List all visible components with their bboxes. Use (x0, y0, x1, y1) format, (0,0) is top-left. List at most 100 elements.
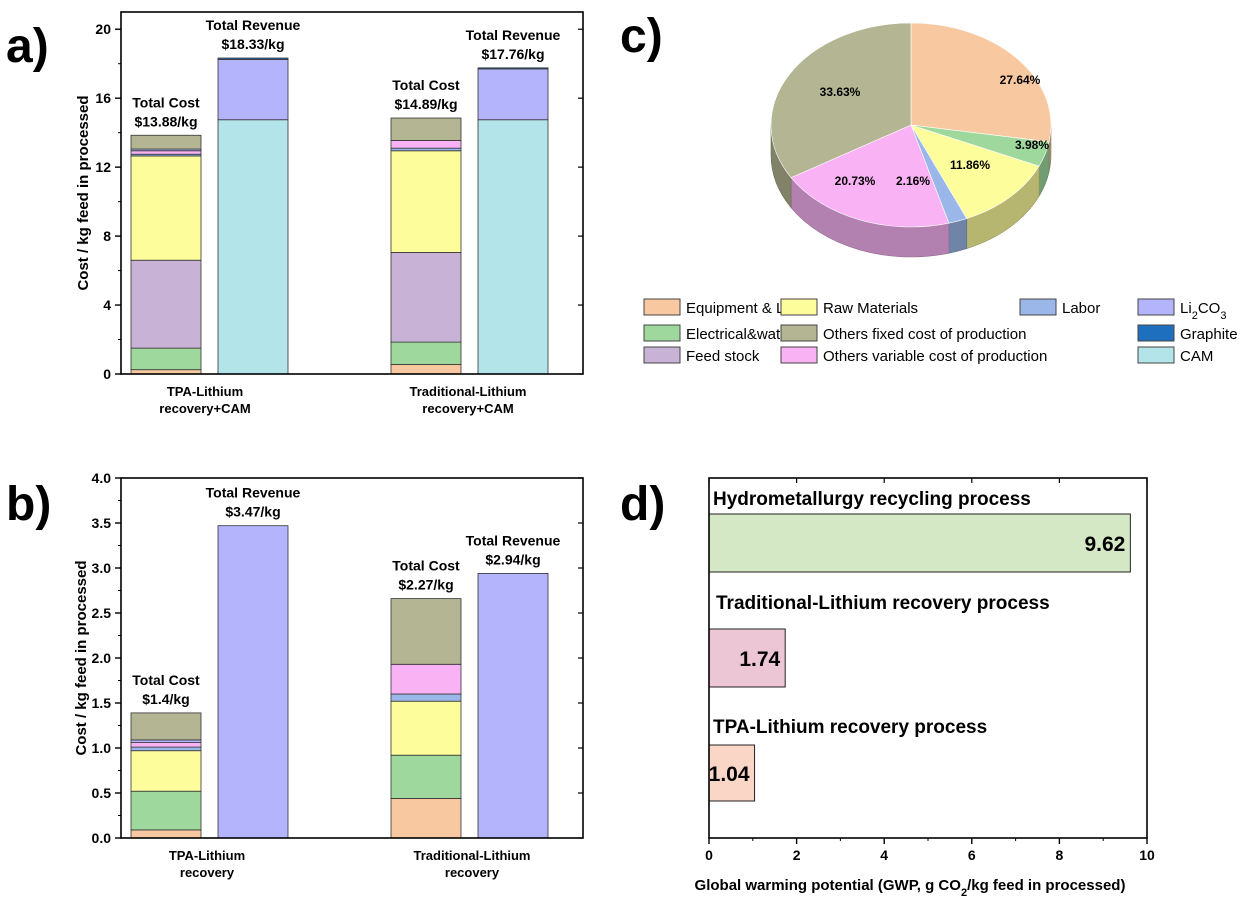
pie-slice-equipment (910, 22, 1052, 143)
bar-segment-equipment (390, 798, 462, 839)
y-tick-label: 1.5 (92, 695, 112, 711)
panel-label-c: c) (620, 10, 663, 63)
hbar-value-label: 9.62 (1084, 533, 1125, 556)
category-label: recovery (180, 865, 235, 880)
bar-segment-electrical (390, 754, 462, 799)
category-label: TPA-Lithium (169, 848, 245, 863)
bar-segment-li2co3 (217, 59, 289, 121)
bar-segment-raw (130, 155, 202, 261)
legend-label-cam: CAM (1180, 348, 1213, 365)
legend-label-graphite: Graphite (1180, 326, 1238, 343)
panel-label-b: b) (6, 478, 51, 531)
category-label: recovery+CAM (159, 401, 250, 416)
pie-slice-label: 33.63% (820, 85, 861, 99)
x-tick-label: 6 (968, 847, 976, 863)
bar-annotation-title: Total Revenue (466, 532, 561, 548)
chart-b-stacked-bars: Total Cost $1.4/kg Total Revenue $3.47/kg To… (73, 470, 584, 880)
bar-annotation-title: Total Cost (392, 558, 460, 574)
legend-swatch-cam (1137, 346, 1175, 364)
legend-swatch-graphite (1137, 324, 1175, 342)
chart-a-stacked-bars: Total Cost $13.88/kg Total Revenue $18.33/k… (75, 11, 584, 416)
bar-annotation-value: $2.27/kg (398, 577, 453, 593)
bar-segment-other_var (390, 663, 462, 695)
bar-segment-electrical (130, 347, 202, 371)
bar-segment-labor (390, 693, 462, 702)
bar-segment-raw (130, 750, 202, 792)
pie-side-labor (948, 218, 968, 254)
bar-segment-equipment (130, 829, 202, 839)
panel-label-a: a) (6, 20, 49, 73)
bar-annotation-value: $17.76/kg (481, 46, 544, 62)
y-tick-label: 2.0 (92, 650, 112, 666)
hbar-value-label: 1.04 (709, 763, 750, 786)
bar-segment-other_var (130, 150, 202, 155)
hbar-label: TPA-Lithium recovery process (713, 717, 987, 738)
y-tick-label: 2.5 (92, 605, 112, 621)
legend-swatch-feedstock (643, 346, 681, 364)
bar-segment-other_var (130, 742, 202, 748)
bar-segment-li2co3 (217, 525, 289, 839)
bar-segment-raw (390, 700, 462, 756)
x-tick-label: 10 (1139, 847, 1155, 863)
legend-swatch-electrical (643, 324, 681, 342)
bar-segment-feedstock (130, 259, 202, 349)
x-tick-label: 4 (880, 847, 888, 863)
pie-slice-label: 27.64% (1000, 73, 1041, 87)
bar-segment-electrical (390, 341, 462, 365)
category-label: recovery (445, 865, 500, 880)
legend-label-labor: Labor (1062, 300, 1100, 317)
legend-label-electrical: Electrical&water (686, 326, 794, 343)
bar-segment-other_fixed (390, 117, 462, 141)
bar-segment-li2co3 (477, 573, 549, 839)
bar-segment-li2co3 (477, 68, 549, 121)
bar-annotation-value: $1.4/kg (142, 691, 189, 707)
bar-segment-cam (217, 119, 289, 375)
y-tick-label: 4 (103, 297, 111, 313)
chart-c-pie: 27.64% 3.98% 11.86% 2.16% 20.73% 33.63% (770, 22, 1052, 258)
x-tick-label: 0 (705, 847, 713, 863)
y-tick-label: 4.0 (92, 470, 112, 486)
bar-segment-li2co3 (130, 739, 202, 744)
bar-segment-graphite (217, 57, 289, 60)
bar-annotation-title: Total Cost (392, 77, 460, 93)
bar-annotation-value: $13.88/kg (134, 113, 197, 129)
bar-annotation-title: Total Revenue (206, 485, 301, 501)
legend-label-feedstock: Feed stock (686, 348, 760, 365)
bar-segment-feedstock (390, 252, 462, 343)
legend: Equipment & Land Raw Materials Labor Li2CO3… (643, 298, 1238, 365)
bar-annotation-title: Total Revenue (466, 27, 561, 43)
bar-segment-raw (390, 150, 462, 253)
x-tick-label: 8 (1056, 847, 1064, 863)
bar-segment-labor (130, 746, 202, 752)
hbar-label: Traditional-Lithium recovery process (716, 593, 1050, 614)
legend-label-li2co3: Li2CO3 (1180, 300, 1226, 322)
category-label: recovery+CAM (422, 401, 513, 416)
hbar (708, 628, 786, 688)
legend-label-equipment: Equipment & Land (686, 300, 809, 317)
pie-slice-raw (910, 124, 1040, 219)
bar-segment-graphite (477, 67, 549, 70)
legend-label-other_fixed: Others fixed cost of production (823, 326, 1026, 343)
pie-slice-label: 3.98% (1015, 138, 1049, 152)
legend-swatch-labor (1019, 298, 1057, 316)
bar-annotation-title: Total Cost (132, 672, 200, 688)
legend-swatch-raw (780, 298, 818, 316)
bar-segment-cam (477, 119, 549, 375)
bar-annotation-value: $14.89/kg (394, 96, 457, 112)
hbar (708, 513, 1131, 573)
category-label: Traditional-Lithium (414, 848, 531, 863)
x-tick-label: 2 (793, 847, 801, 863)
bar-annotation-title: Total Cost (132, 94, 200, 110)
category-label: TPA-Lithium (167, 384, 243, 399)
chart-d-horizontal-bars: Hydrometallurgy recycling process 9.62 Tra… (695, 477, 1155, 897)
y-tick-label: 8 (103, 228, 111, 244)
panel-label-d: d) (620, 478, 665, 531)
y-axis-label: Cost / kg feed in processed (73, 560, 90, 755)
bar-annotation-value: $3.47/kg (225, 504, 280, 520)
bar-annotation-value: $2.94/kg (485, 551, 540, 567)
pie-slice-label: 11.86% (950, 158, 990, 172)
bar-annotation-value: $18.33/kg (221, 36, 284, 52)
y-tick-label: 0 (103, 366, 111, 382)
legend-swatch-equipment (643, 298, 681, 316)
